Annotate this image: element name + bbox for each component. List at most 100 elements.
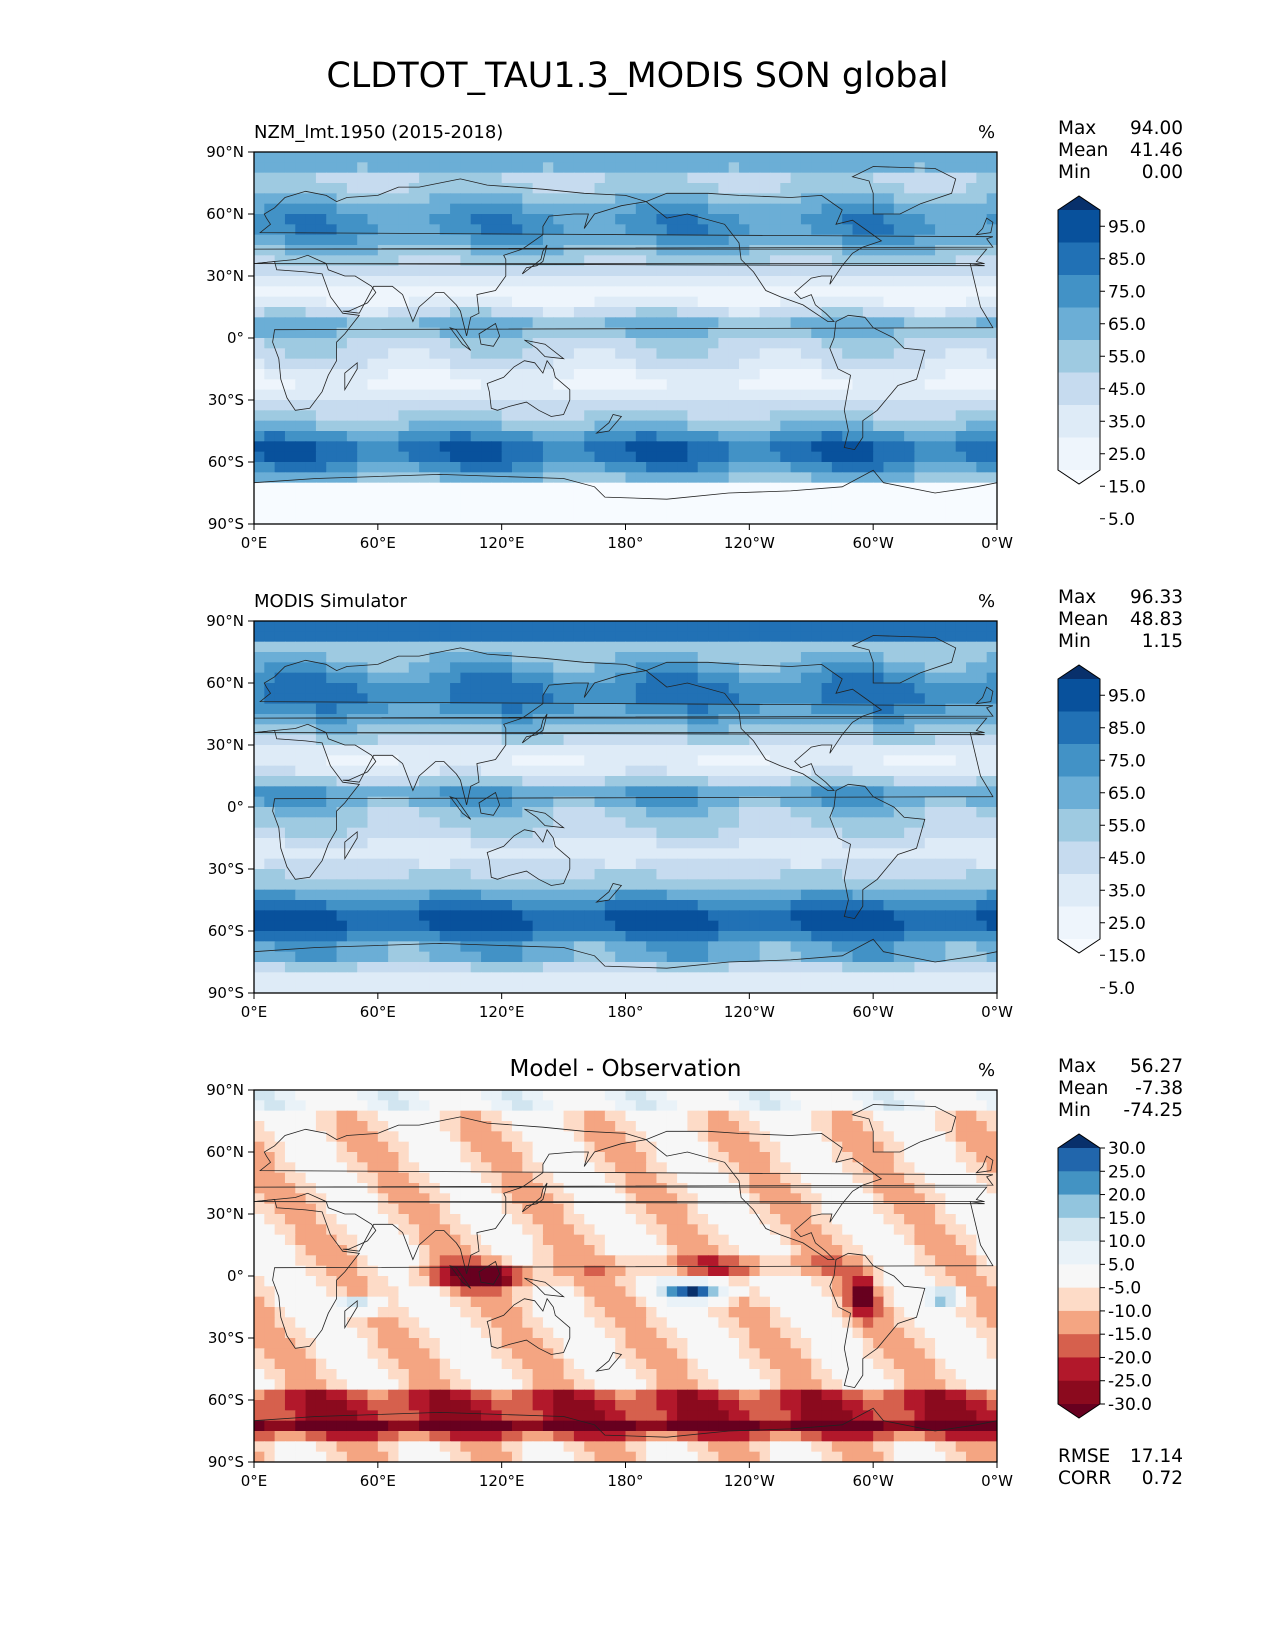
field-cell (254, 827, 265, 839)
field-cell (873, 224, 885, 236)
field-cell (811, 327, 823, 339)
field-cell (346, 869, 358, 880)
field-cell (718, 441, 730, 453)
field-cell (718, 389, 730, 401)
y-tick-label: 90°N (206, 143, 244, 161)
field-cell (697, 203, 709, 215)
field-cell (924, 265, 936, 277)
field-cell (615, 482, 627, 494)
field-cell (986, 203, 997, 215)
field-cell (718, 621, 730, 632)
field-cell (295, 703, 307, 715)
field-cell (336, 389, 348, 401)
field-cell (966, 910, 977, 922)
field-cell (935, 265, 946, 277)
field-cell (790, 193, 802, 205)
field-cell (759, 451, 771, 463)
field-cell (893, 255, 905, 267)
field-cell (594, 621, 606, 632)
field-cell (842, 931, 854, 942)
field-cell (522, 776, 534, 787)
field-cell (852, 327, 864, 339)
field-cell (697, 462, 709, 473)
field-cell (315, 410, 327, 422)
field-cell (904, 255, 916, 267)
field-cell (532, 724, 544, 736)
field-cell (646, 807, 658, 818)
field-cell (666, 410, 678, 422)
field-cell (811, 621, 823, 632)
field-cell (584, 703, 596, 715)
field-cell (966, 807, 977, 818)
field-cell (831, 920, 843, 932)
field-cell (800, 431, 812, 442)
field-cell (821, 400, 833, 411)
field-cell (326, 451, 338, 463)
field-cell (295, 451, 307, 463)
field-cell (749, 193, 761, 205)
field-cell (697, 482, 709, 494)
field-cell (904, 245, 916, 256)
field-cell (419, 755, 431, 767)
field-cell (377, 462, 389, 473)
field-cell (563, 662, 575, 674)
field-cell (450, 162, 461, 174)
field-cell (966, 765, 977, 777)
field-cell (532, 786, 544, 798)
field-cell (573, 765, 585, 777)
field-cell (780, 286, 792, 298)
field-cell (904, 786, 916, 798)
field-cell (893, 641, 905, 653)
field-cell (470, 286, 482, 298)
field-cell (501, 621, 513, 632)
field-cell (955, 389, 967, 401)
field-cell (584, 838, 596, 849)
field-cell (274, 307, 286, 318)
field-cell (584, 631, 596, 643)
field-cell (305, 900, 317, 911)
field-cell (450, 369, 461, 380)
field-cell (346, 951, 358, 963)
field-cell (264, 245, 276, 256)
field-cell (460, 513, 472, 524)
field-cell (481, 621, 492, 632)
field-cell (852, 672, 864, 684)
field-cell (305, 817, 317, 829)
field-cell (728, 848, 740, 860)
field-cell (532, 410, 544, 422)
field-cell (553, 900, 565, 911)
field-cell (966, 317, 977, 329)
field-cell (501, 389, 513, 401)
field-cell (336, 714, 348, 725)
field-cell (254, 214, 265, 225)
field-cell (532, 214, 544, 225)
field-cell (924, 641, 936, 653)
field-cell (718, 817, 730, 829)
field-cell (419, 410, 431, 422)
field-cell (697, 472, 709, 484)
field-cell (553, 662, 565, 674)
field-cell (357, 920, 369, 932)
field-cell (924, 889, 936, 901)
field-cell (357, 724, 369, 736)
field-cell (904, 941, 916, 953)
field-cell (429, 327, 441, 339)
field-cell (357, 641, 369, 653)
field-cell (522, 245, 534, 256)
field-cell (986, 431, 997, 442)
field-cell (470, 338, 482, 349)
field-cell (357, 879, 369, 891)
field-cell (914, 858, 926, 870)
field-cell (986, 307, 997, 318)
field-cell (677, 889, 689, 901)
field-cell (604, 152, 616, 163)
field-cell (357, 369, 369, 380)
field-cell (821, 183, 833, 194)
field-cell (336, 683, 348, 694)
field-cell (398, 807, 410, 818)
field-cell (914, 420, 926, 432)
field-cell (718, 172, 730, 184)
field-cell (666, 307, 678, 318)
field-cell (501, 910, 513, 922)
field-cell (326, 203, 338, 215)
